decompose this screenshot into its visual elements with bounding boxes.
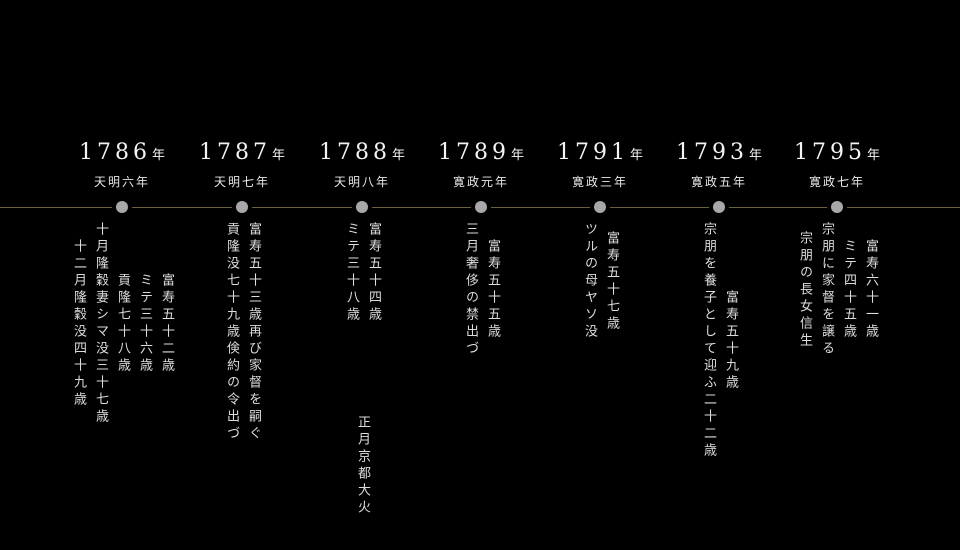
event-text-block: 富寿五十七歳 ツルの母ヤソ没 [578, 222, 622, 341]
year-number: 1786 [78, 140, 151, 165]
year-label: 1787年 [199, 140, 285, 165]
event-text-line: ミテ四十五歳 [841, 239, 856, 341]
year-number: 1793 [675, 140, 748, 165]
event-text-line: 十月隆穀妻シマ没三十七歳 [93, 222, 108, 426]
timeline-dot[interactable] [356, 201, 368, 213]
event-text-line: 宗朋に家督を譲る [819, 222, 834, 358]
era-label: 天明八年 [333, 175, 391, 189]
event-text-line: 富寿五十三歳再び家督を嗣ぐ [246, 222, 261, 443]
event-text-block: 富寿六十一歳 ミテ四十五歳 宗朋に家督を譲る 宗朋の長女信生 [793, 222, 881, 358]
event-text-block: 富寿五十四歳 ミテ三十八歳 [340, 222, 384, 324]
timeline-dot[interactable] [831, 201, 843, 213]
event-note-block: 正月京都大火 [351, 415, 373, 517]
timeline-dot[interactable] [594, 201, 606, 213]
era-label: 寛政三年 [571, 175, 629, 189]
event-text-line: 富寿六十一歳 [863, 239, 878, 341]
year-label: 1795年 [794, 140, 880, 165]
event-text-line: 三月奢侈の禁出づ [463, 222, 478, 358]
year-number: 1795 [793, 140, 866, 165]
year-suffix: 年 [748, 148, 763, 163]
year-number: 1787 [198, 140, 271, 165]
year-number: 1791 [556, 140, 629, 165]
event-text-block: 富寿五十五歳 三月奢侈の禁出づ [459, 222, 503, 358]
year-label: 1788年 [319, 140, 405, 165]
era-label: 天明六年 [93, 175, 151, 189]
year-suffix: 年 [510, 148, 525, 163]
year-suffix: 年 [271, 148, 286, 163]
event-text-line: 富寿五十二歳 [159, 273, 174, 375]
event-text-line: 富寿五十五歳 [485, 239, 500, 341]
timeline-dot[interactable] [116, 201, 128, 213]
year-number: 1788 [318, 140, 391, 165]
event-text-line: 宗朋の長女信生 [797, 230, 812, 350]
event-text-block: 富寿五十三歳再び家督を嗣ぐ 貢隆没七十九歳倹約の令出づ [220, 222, 264, 443]
era-label: 寛政元年 [452, 175, 510, 189]
timeline-dot[interactable] [236, 201, 248, 213]
event-text-line: 富寿五十九歳 [723, 290, 738, 392]
era-label: 天明七年 [213, 175, 271, 189]
event-text-line: 富寿五十七歳 [604, 230, 619, 333]
era-label: 寛政五年 [690, 175, 748, 189]
year-label: 1789年 [438, 140, 524, 165]
event-text-block: 富寿五十九歳 宗朋を養子として迎ふ二十二歳 [697, 222, 741, 460]
event-text-line: 宗朋を養子として迎ふ二十二歳 [701, 222, 716, 460]
year-label: 1786年 [79, 140, 165, 165]
era-label: 寛政七年 [808, 175, 866, 189]
year-label: 1793年 [676, 140, 762, 165]
year-suffix: 年 [629, 148, 644, 163]
event-text-line: 十二月隆穀没四十九歳 [71, 239, 86, 409]
timeline-dot[interactable] [475, 201, 487, 213]
event-text-line: 貢隆没七十九歳倹約の令出づ [224, 222, 239, 443]
year-suffix: 年 [151, 148, 166, 163]
event-text-line: 富寿五十四歳 [366, 222, 381, 324]
event-text-line: 貢隆七十八歳 [115, 273, 130, 375]
event-text-line: ミテ三十八歳 [344, 222, 359, 324]
event-text-block: 富寿五十二歳 ミテ三十六歳 貢隆七十八歳 十月隆穀妻シマ没三十七歳 十二月隆穀没四十九歳 [67, 222, 177, 426]
year-suffix: 年 [866, 148, 881, 163]
event-note-line: 正月京都大火 [355, 415, 370, 517]
year-suffix: 年 [391, 148, 406, 163]
event-text-line: ツルの母ヤソ没 [582, 222, 597, 341]
year-label: 1791年 [557, 140, 643, 165]
year-number: 1789 [437, 140, 510, 165]
event-text-line: ミテ三十六歳 [137, 273, 152, 375]
timeline-dot[interactable] [713, 201, 725, 213]
